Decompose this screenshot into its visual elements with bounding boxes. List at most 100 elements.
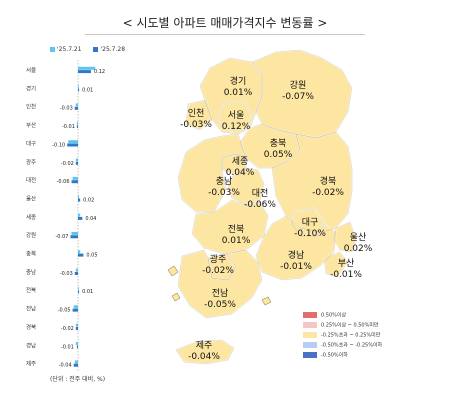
bar-prev xyxy=(78,287,79,290)
region-value-label: -0.02% xyxy=(202,266,234,276)
map-legend-swatch xyxy=(303,332,317,338)
map-legend-label: 0.50%이상 xyxy=(321,312,347,319)
unit-note: (단위 : 전주 대비, %) xyxy=(50,376,106,383)
region-value-label: -0.03% xyxy=(180,120,212,130)
bar-prev xyxy=(75,342,78,346)
region-value-label: -0.04% xyxy=(188,352,220,362)
bar-prev xyxy=(78,213,81,217)
bar-curr xyxy=(78,70,91,74)
data-label: 0.05 xyxy=(86,253,97,259)
category-label: 대전 xyxy=(26,176,36,184)
data-label: 0.02 xyxy=(83,197,94,203)
legend-item-curr: '25.7.28 xyxy=(93,46,125,53)
category-label: 경기 xyxy=(26,84,36,92)
bar-prev xyxy=(74,360,78,364)
region-name-label: 전북 xyxy=(228,224,245,235)
category-label: 대구 xyxy=(26,139,36,147)
region-outline xyxy=(175,339,235,365)
category-label: 경남 xyxy=(26,341,36,349)
bar-curr xyxy=(71,180,78,184)
region-name-label: 울산 xyxy=(350,232,367,243)
region-name-label: 제주 xyxy=(196,340,213,351)
data-label: -0.05 xyxy=(58,308,71,314)
region-outline xyxy=(227,167,265,207)
region-name-label: 광주 xyxy=(210,253,227,265)
bar-prev xyxy=(71,231,78,235)
map-legend-item: -0.50%초과 ~ -0.25%이하 xyxy=(303,342,423,352)
data-label: -0.01 xyxy=(62,124,75,130)
region-name-label: 충북 xyxy=(270,138,287,149)
island-shapes xyxy=(167,265,272,306)
region-outline xyxy=(185,99,213,131)
data-label: -0.02 xyxy=(61,161,74,167)
region-name-label: 강원 xyxy=(290,80,307,91)
region-name-label: 전남 xyxy=(212,288,229,299)
map-legend-swatch xyxy=(303,322,317,328)
region-outline xyxy=(255,215,337,281)
category-label: 강원 xyxy=(26,231,36,239)
data-label: -0.03 xyxy=(60,271,73,277)
region-name-label: 경북 xyxy=(320,175,337,187)
data-label: 0.04 xyxy=(85,216,96,222)
bar-prev xyxy=(78,85,79,89)
data-label: -0.01 xyxy=(61,344,74,350)
bar-curr xyxy=(78,290,80,294)
region-value-label: -0.01% xyxy=(280,262,312,272)
bar-prev xyxy=(72,176,78,180)
region-name-label: 인천 xyxy=(188,108,205,119)
category-label: 광주 xyxy=(26,159,36,166)
bar-curr xyxy=(76,345,78,349)
chart-title: < 시도별 아파트 매매가격지수 변동률 > xyxy=(122,16,328,30)
bar-prev xyxy=(78,250,81,254)
map-legend-label: -0.25%초과 ~ 0.25%미만 xyxy=(321,332,381,339)
data-label: 0.12 xyxy=(94,69,105,75)
category-label: 세종 xyxy=(26,213,36,221)
region-value-label: -0.03% xyxy=(208,188,240,198)
bar-curr xyxy=(73,363,78,367)
region-name-label: 대전 xyxy=(252,188,269,199)
category-label: 전남 xyxy=(26,305,36,313)
category-label: 전북 xyxy=(26,286,36,294)
region-outline xyxy=(217,99,253,131)
bar-curr xyxy=(78,88,80,92)
region-outline xyxy=(323,251,349,277)
region-value-label: 0.04% xyxy=(226,168,255,178)
bar-curr xyxy=(78,216,83,220)
category-label: 충남 xyxy=(26,268,36,276)
title-underline xyxy=(85,34,365,35)
map-legend-label: -0.50%초과 ~ -0.25%이하 xyxy=(321,342,383,349)
legend-swatch-prev xyxy=(50,47,55,52)
data-label: -0.10 xyxy=(52,142,65,148)
legend-swatch-curr xyxy=(93,47,99,52)
map-legend-swatch xyxy=(303,312,317,318)
bar-curr xyxy=(75,327,78,330)
bar-curr xyxy=(70,235,78,239)
region-value-label: -0.07% xyxy=(282,92,314,102)
region-value-label: 0.05% xyxy=(264,150,293,160)
bar-prev xyxy=(73,305,78,309)
data-label: 0.01 xyxy=(82,87,93,93)
map-legend-label: -0.50%이하 xyxy=(321,352,348,359)
region-name-label: 세종 xyxy=(232,156,249,167)
map-legend: 0.50%이상 0.25%이상 ~ 0.50%미만 -0.25%초과 ~ 0.25%… xyxy=(303,312,423,368)
category-label: 울산 xyxy=(26,194,36,202)
region-outline xyxy=(333,221,357,253)
region-name-label: 부산 xyxy=(338,258,355,269)
bar-curr xyxy=(75,161,78,165)
data-label: -0.02 xyxy=(61,326,74,332)
region-outline xyxy=(191,199,269,255)
region-name-label: 대구 xyxy=(302,217,319,228)
region-value-label: 0.02% xyxy=(344,244,373,254)
region-name-label: 충남 xyxy=(216,176,233,187)
legend-label-curr: '25.7.28 xyxy=(100,46,126,53)
legend-label-prev: '25.7.21 xyxy=(57,46,82,53)
bar-prev xyxy=(68,140,78,144)
category-label: 경북 xyxy=(26,324,36,331)
map-legend-item: -0.25%초과 ~ 0.25%미만 xyxy=(303,332,423,342)
map-legend-label: 0.25%이상 ~ 0.50%미만 xyxy=(321,322,379,329)
data-label: 0.01 xyxy=(82,289,93,295)
category-label: 제주 xyxy=(26,360,36,368)
data-label: -0.04 xyxy=(59,363,72,369)
map-legend-item: 0.25%이상 ~ 0.50%미만 xyxy=(303,322,423,332)
